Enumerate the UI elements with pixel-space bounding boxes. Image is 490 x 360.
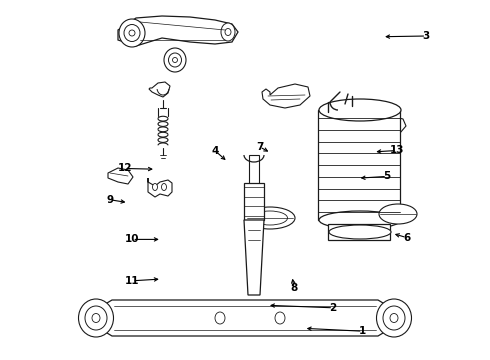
Bar bbox=[244, 183, 264, 220]
Ellipse shape bbox=[225, 28, 231, 36]
Ellipse shape bbox=[85, 306, 107, 330]
Polygon shape bbox=[82, 300, 408, 336]
Ellipse shape bbox=[164, 48, 186, 72]
Text: 3: 3 bbox=[423, 31, 430, 41]
Text: 4: 4 bbox=[212, 146, 220, 156]
Ellipse shape bbox=[92, 314, 100, 323]
Ellipse shape bbox=[78, 299, 114, 337]
Ellipse shape bbox=[172, 58, 177, 63]
Polygon shape bbox=[108, 168, 133, 184]
Text: 1: 1 bbox=[359, 326, 366, 336]
Ellipse shape bbox=[169, 53, 181, 67]
Bar bbox=[328, 224, 390, 240]
Text: 10: 10 bbox=[125, 234, 140, 244]
Polygon shape bbox=[382, 117, 406, 134]
Ellipse shape bbox=[379, 204, 417, 224]
Ellipse shape bbox=[162, 184, 167, 190]
Polygon shape bbox=[262, 84, 310, 108]
Text: 8: 8 bbox=[291, 283, 297, 293]
Ellipse shape bbox=[390, 314, 398, 323]
Text: 11: 11 bbox=[125, 276, 140, 286]
Ellipse shape bbox=[329, 225, 391, 239]
Polygon shape bbox=[148, 178, 172, 197]
Text: 2: 2 bbox=[330, 303, 337, 313]
Ellipse shape bbox=[215, 312, 225, 324]
Ellipse shape bbox=[119, 19, 145, 47]
Ellipse shape bbox=[275, 312, 285, 324]
Ellipse shape bbox=[376, 299, 412, 337]
Text: 13: 13 bbox=[390, 145, 404, 156]
Bar bbox=[249, 155, 259, 185]
Ellipse shape bbox=[152, 184, 157, 190]
Text: 7: 7 bbox=[256, 142, 264, 152]
Ellipse shape bbox=[383, 306, 405, 330]
Ellipse shape bbox=[124, 24, 140, 41]
Polygon shape bbox=[118, 16, 238, 46]
Text: 6: 6 bbox=[403, 233, 410, 243]
Ellipse shape bbox=[129, 30, 135, 36]
Ellipse shape bbox=[319, 211, 401, 229]
Text: 12: 12 bbox=[118, 163, 132, 174]
Bar bbox=[318, 110, 400, 220]
Text: 9: 9 bbox=[107, 195, 114, 205]
Polygon shape bbox=[244, 220, 264, 295]
Ellipse shape bbox=[319, 99, 401, 121]
Ellipse shape bbox=[221, 23, 235, 41]
Ellipse shape bbox=[245, 207, 295, 229]
Polygon shape bbox=[149, 82, 170, 97]
Text: 5: 5 bbox=[384, 171, 391, 181]
Ellipse shape bbox=[252, 211, 288, 225]
